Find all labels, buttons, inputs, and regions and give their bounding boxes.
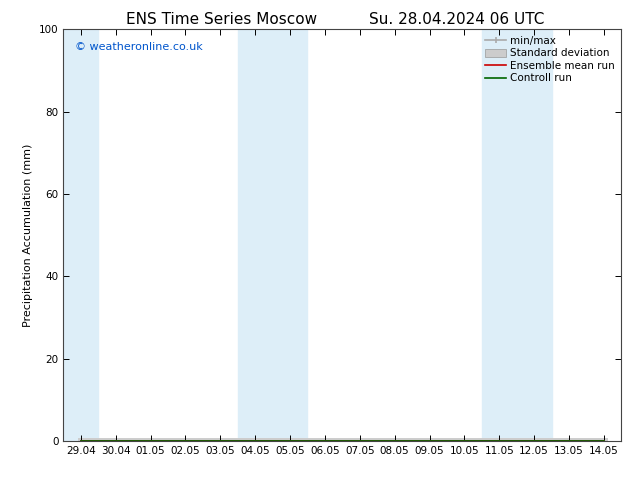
Bar: [482, 29, 552, 441]
Legend: min/max, Standard deviation, Ensemble mean run, Controll run: min/max, Standard deviation, Ensemble me…: [482, 32, 618, 87]
Bar: [238, 29, 307, 441]
Y-axis label: Precipitation Accumulation (mm): Precipitation Accumulation (mm): [23, 144, 34, 327]
Text: ENS Time Series Moscow: ENS Time Series Moscow: [126, 12, 318, 27]
Text: © weatheronline.co.uk: © weatheronline.co.uk: [75, 42, 202, 52]
Text: Su. 28.04.2024 06 UTC: Su. 28.04.2024 06 UTC: [369, 12, 544, 27]
Bar: [63, 29, 98, 441]
